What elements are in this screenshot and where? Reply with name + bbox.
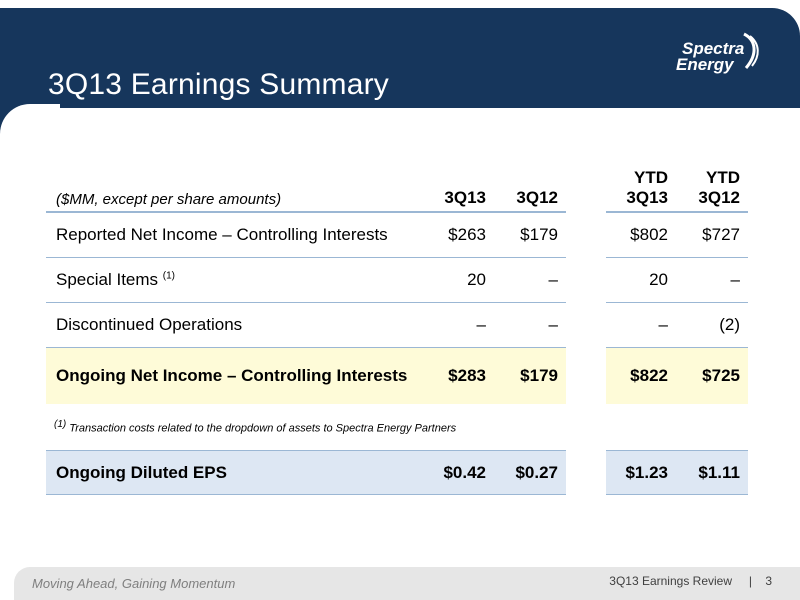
table-row: Reported Net Income – Controlling Intere… [46,212,748,258]
footer-separator: | [748,574,752,588]
title-bar [0,8,800,108]
footer-tagline: Moving Ahead, Gaining Momentum [32,576,236,591]
table-row-ongoing: Ongoing Net Income – Controlling Interes… [46,347,748,404]
col-ytd-3q12: YTD 3Q12 [676,160,748,213]
title-bar-curve [0,104,60,134]
value-ytd-3q12: (2) [676,302,748,348]
value-ytd-3q13: 20 [606,257,676,303]
col-ytd-3q13: YTD 3Q13 [606,160,676,213]
row-label: Reported Net Income – Controlling Intere… [46,212,422,258]
row-label: Ongoing Diluted EPS [46,450,422,495]
table-header-row: ($MM, except per share amounts) 3Q13 3Q1… [46,160,748,213]
earnings-table: ($MM, except per share amounts) 3Q13 3Q1… [46,160,748,495]
value-3q12: – [494,257,566,303]
value-ytd-3q12: $1.11 [676,450,748,495]
value-3q13: $283 [422,347,494,404]
footer-deck-title: 3Q13 Earnings Review [609,574,732,588]
value-ytd-3q13: – [606,302,676,348]
value-3q12: $0.27 [494,450,566,495]
value-3q12: $179 [494,347,566,404]
row-label: Ongoing Net Income – Controlling Interes… [46,347,422,404]
value-3q13: 20 [422,257,494,303]
value-3q12: $179 [494,212,566,258]
value-3q13: $0.42 [422,450,494,495]
value-ytd-3q12: $725 [676,347,748,404]
value-3q12: – [494,302,566,348]
value-3q13: – [422,302,494,348]
col-3q13: 3Q13 [422,160,494,213]
footnote: (1) Transaction costs related to the dro… [54,419,457,435]
row-label: Discontinued Operations [46,302,422,348]
table-row: Discontinued Operations – – – (2) [46,302,748,348]
table-row-eps: Ongoing Diluted EPS $0.42 $0.27 $1.23 $1… [46,450,748,495]
footnote-row: (1) Transaction costs related to the dro… [46,404,748,451]
logo-line-1: Spectra [682,39,745,58]
row-label: Special Items (1) [46,257,422,303]
value-ytd-3q12: – [676,257,748,303]
logo-line-2: Energy [676,55,734,74]
footer-bar: Moving Ahead, Gaining Momentum 3Q13 Earn… [14,567,800,600]
spectra-energy-logo: Spectra Energy [676,32,766,80]
value-ytd-3q13: $802 [606,212,676,258]
slide-title: 3Q13 Earnings Summary [48,68,390,101]
value-3q13: $263 [422,212,494,258]
value-ytd-3q12: $727 [676,212,748,258]
footnote-ref: (1) [162,270,176,282]
value-ytd-3q13: $1.23 [606,450,676,495]
table-row: Special Items (1) 20 – 20 – [46,257,748,303]
value-ytd-3q13: $822 [606,347,676,404]
col-3q12: 3Q12 [494,160,566,213]
page-number: 3 [765,574,772,588]
swoosh-icon [743,32,759,69]
units-label: ($MM, except per share amounts) [46,160,422,213]
